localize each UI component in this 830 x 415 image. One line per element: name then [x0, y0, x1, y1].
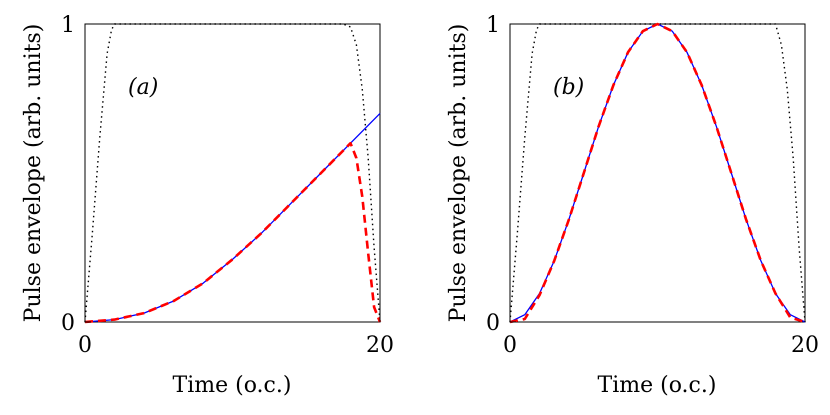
x-tick-label: 0 — [78, 333, 92, 358]
panel-a-label: (a) — [128, 75, 158, 100]
panel-a-xlabel: Time (o.c.) — [173, 373, 292, 398]
series-dashed-line — [84, 141, 382, 324]
series-dotted-line — [84, 23, 381, 323]
panel-b: 0 20 0 1 (b) Time (o.c.) Pulse envelope (ar… — [446, 13, 819, 398]
panel-b-ticks: 0 20 0 1 — [486, 13, 819, 358]
panel-a-ticks: 0 20 0 1 — [61, 13, 394, 358]
x-tick-label: 0 — [503, 333, 517, 358]
y-tick-label: 0 — [486, 311, 500, 336]
series-solid-line — [84, 112, 381, 323]
panel-a-ylabel: Pulse envelope (arb. units) — [21, 24, 46, 323]
y-tick-label: 0 — [61, 311, 75, 336]
y-tick-label: 1 — [61, 13, 75, 38]
x-tick-label: 20 — [791, 333, 819, 358]
panel-a-series — [84, 23, 382, 324]
panel-a: 0 20 0 1 (a) Time (o.c.) Pulse envelope (ar… — [21, 13, 394, 398]
series-dashed-line — [509, 22, 806, 324]
panel-b-xlabel: Time (o.c.) — [598, 373, 717, 398]
panel-b-frame — [509, 23, 806, 323]
series-solid-line — [509, 23, 806, 323]
panel-a-frame — [84, 23, 381, 323]
y-tick-label: 1 — [486, 13, 500, 38]
panel-b-label: (b) — [553, 75, 584, 100]
panel-b-ylabel: Pulse envelope (arb. units) — [446, 24, 471, 323]
panel-b-series — [509, 22, 806, 324]
series-dotted-line — [509, 23, 806, 323]
x-tick-label: 20 — [366, 333, 394, 358]
